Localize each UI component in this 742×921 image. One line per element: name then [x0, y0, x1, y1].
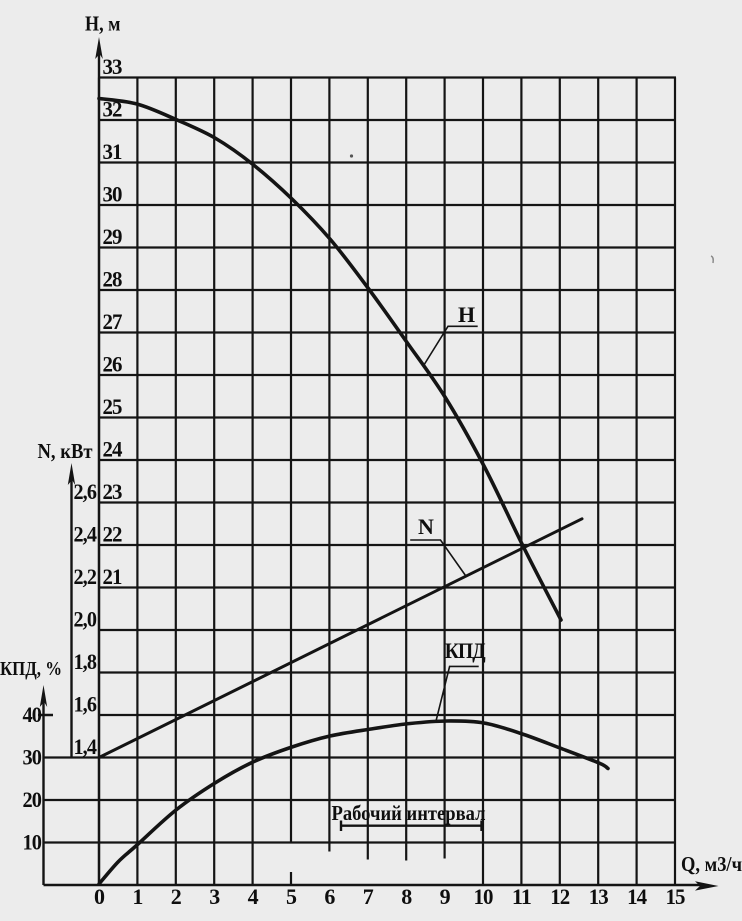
- svg-text:H: H: [458, 302, 475, 327]
- svg-text:Рабочий интервал: Рабочий интервал: [332, 801, 486, 825]
- svg-text:33: 33: [103, 54, 123, 79]
- svg-text:КПД, %: КПД, %: [0, 658, 62, 680]
- svg-text:11: 11: [512, 884, 531, 909]
- svg-text:6: 6: [324, 884, 335, 909]
- svg-text:4: 4: [248, 884, 259, 909]
- svg-text:40: 40: [23, 702, 42, 727]
- svg-text:2,0: 2,0: [74, 607, 97, 632]
- svg-text:0: 0: [94, 884, 105, 909]
- svg-text:21: 21: [103, 564, 122, 589]
- svg-text:9: 9: [440, 884, 451, 909]
- svg-text:20: 20: [23, 787, 42, 812]
- svg-text:12: 12: [550, 884, 570, 909]
- svg-text:2: 2: [171, 884, 182, 909]
- svg-text:24: 24: [103, 437, 123, 462]
- svg-text:1,4: 1,4: [74, 734, 97, 759]
- svg-text:Q, м3/ч: Q, м3/ч: [681, 852, 742, 876]
- svg-text:22: 22: [103, 522, 123, 547]
- svg-text:2,6: 2,6: [74, 479, 97, 504]
- svg-text:26: 26: [103, 352, 123, 377]
- svg-text:31: 31: [103, 139, 122, 164]
- svg-text:1,6: 1,6: [74, 692, 97, 717]
- svg-text:32: 32: [103, 97, 123, 122]
- svg-text:25: 25: [103, 394, 123, 419]
- svg-text:13: 13: [589, 884, 609, 909]
- svg-text:КПД: КПД: [445, 638, 486, 663]
- svg-text:29: 29: [103, 224, 123, 249]
- svg-text:10: 10: [23, 830, 42, 855]
- svg-text:28: 28: [103, 267, 123, 292]
- svg-text:30: 30: [23, 745, 42, 770]
- svg-text:N: N: [418, 514, 434, 539]
- svg-text:3: 3: [209, 884, 220, 909]
- svg-text:10: 10: [474, 884, 494, 909]
- svg-text:1,8: 1,8: [74, 649, 97, 674]
- svg-text:30: 30: [103, 182, 123, 207]
- svg-text:N, кВт: N, кВт: [38, 439, 94, 463]
- svg-text:8: 8: [401, 884, 412, 909]
- svg-text:7: 7: [363, 884, 374, 909]
- svg-text:23: 23: [103, 479, 123, 504]
- svg-text:1: 1: [132, 884, 142, 909]
- svg-text:5: 5: [286, 884, 297, 909]
- svg-text:27: 27: [103, 309, 123, 334]
- svg-text:2,2: 2,2: [74, 564, 97, 589]
- svg-text:15: 15: [666, 884, 686, 909]
- svg-text:2,4: 2,4: [74, 522, 97, 547]
- svg-text:14: 14: [627, 884, 647, 909]
- svg-text:Н, м: Н, м: [85, 12, 121, 36]
